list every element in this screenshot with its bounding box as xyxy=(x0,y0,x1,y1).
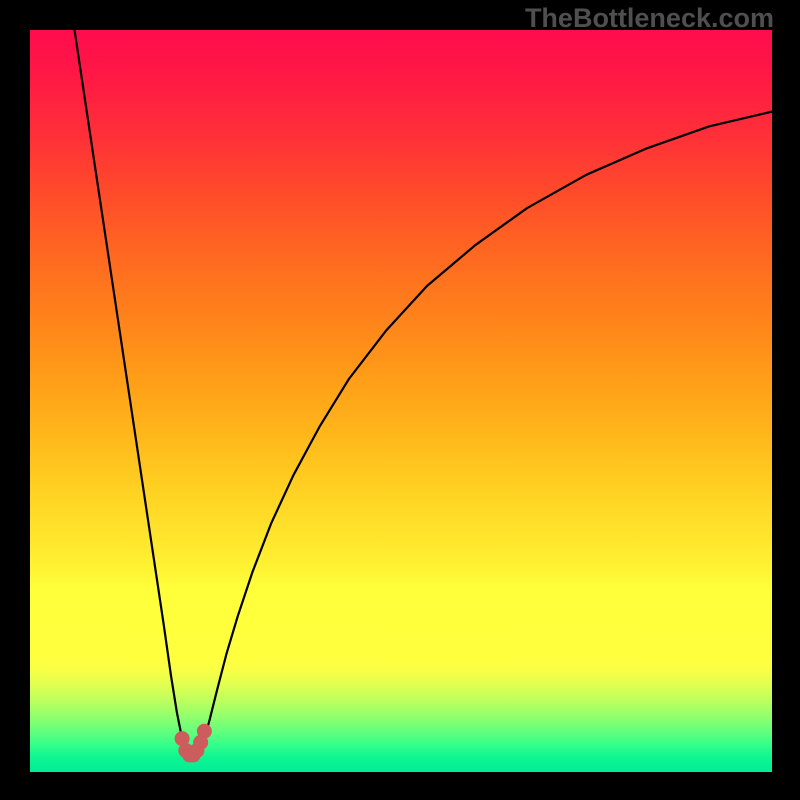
watermark-text: TheBottleneck.com xyxy=(525,3,774,34)
chart-frame xyxy=(30,30,772,772)
highlight-marker xyxy=(197,724,212,739)
chart-plot xyxy=(30,30,772,772)
chart-background xyxy=(30,30,772,772)
